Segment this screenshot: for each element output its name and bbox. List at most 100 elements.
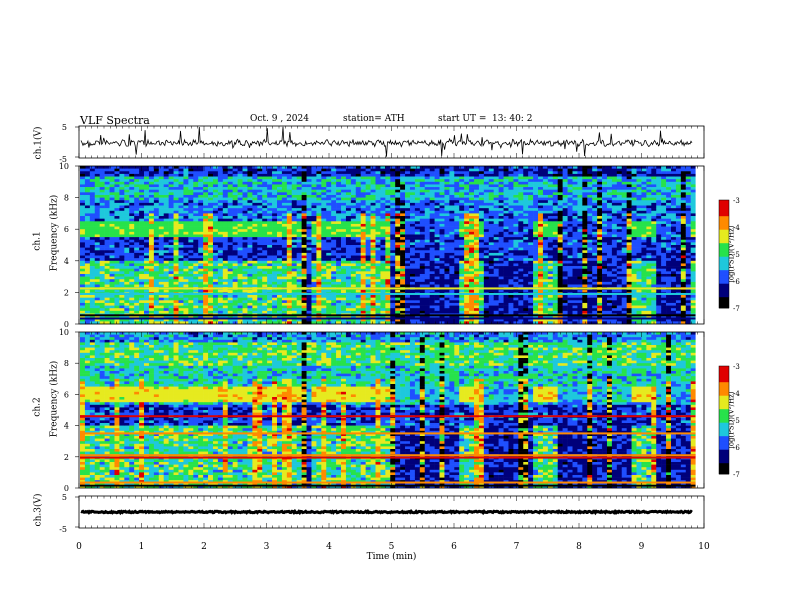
spectrogram-cell: [104, 181, 110, 185]
spectrogram-cell: [424, 276, 430, 280]
spectrogram-cell: [400, 166, 406, 169]
spectrogram-cell: [104, 216, 110, 219]
spectrogram-cell: [217, 205, 224, 209]
spectrogram-cell: [84, 300, 91, 304]
spectrogram-cell: [341, 260, 347, 264]
spectrogram-cell: [400, 205, 406, 209]
spectrogram-cell: [286, 297, 293, 301]
spectrogram-cell: [272, 197, 278, 201]
spectrogram-cell: [257, 297, 263, 301]
spectrogram-cell: [464, 279, 470, 283]
spectrogram-cell: [198, 281, 204, 285]
spectrogram-cell: [326, 284, 332, 288]
spectrogram-cell: [124, 226, 130, 230]
spectrogram-cell: [474, 218, 480, 222]
spectrogram-cell: [272, 318, 278, 322]
spectrogram-cell: [409, 208, 416, 212]
spectrogram-cell: [203, 271, 209, 275]
spectrogram-cell: [134, 297, 140, 301]
spectrogram-cell: [419, 226, 426, 230]
spectrogram-cell: [252, 297, 258, 301]
spectrogram-cell: [464, 192, 470, 196]
spectrogram-cell: [365, 271, 371, 275]
spectrogram-cell: [203, 279, 209, 283]
spectrogram-cell: [478, 200, 485, 204]
spectrogram-cell: [478, 192, 485, 196]
spectrogram-cell: [306, 208, 312, 212]
spectrogram-cell: [158, 281, 165, 285]
spectrogram-cell: [114, 260, 120, 264]
spectrogram-cell: [390, 216, 396, 219]
spectrogram-cell: [326, 310, 332, 314]
spectrogram-cell: [257, 179, 263, 183]
spectrogram-cell: [370, 189, 376, 193]
spectrogram-cell: [257, 247, 263, 251]
spectrogram-cell: [139, 281, 145, 285]
spectrogram-cell: [109, 279, 115, 283]
spectrogram-cell: [341, 295, 347, 298]
spectrogram-cell: [464, 305, 470, 309]
spectrogram-cell: [341, 218, 347, 222]
spectrogram-cell: [454, 194, 460, 198]
spectrogram-cell: [360, 166, 366, 169]
spectrogram-cell: [242, 310, 248, 314]
spectrogram-cell: [355, 273, 362, 277]
spectrogram-cell: [469, 216, 475, 219]
spectrogram-cell: [232, 189, 238, 193]
spectrogram-cell: [203, 166, 209, 169]
spectrogram-cell: [350, 247, 357, 251]
spectrogram-cell: [326, 221, 332, 225]
spectrogram-cell: [129, 258, 135, 262]
spectrogram-cell: [405, 260, 411, 264]
spectrogram-cell: [198, 318, 204, 322]
spectrogram-cell: [144, 239, 150, 243]
spectrogram-cell: [144, 308, 150, 312]
spectrogram-cell: [193, 245, 199, 248]
spectrogram-cell: [262, 258, 268, 262]
spectrogram-cell: [281, 255, 288, 259]
spectrogram-cell: [345, 173, 352, 177]
spectrogram-cell: [104, 271, 110, 275]
spectrogram-cell: [459, 218, 465, 222]
spectrogram-cell: [208, 189, 214, 193]
spectrogram-cell: [419, 192, 426, 196]
spectrogram-cell: [144, 237, 150, 241]
spectrogram-cell: [395, 242, 401, 246]
spectrogram-cell: [272, 216, 278, 219]
spectrogram-cell: [345, 176, 352, 180]
spectrogram-cell: [272, 266, 278, 269]
spectrogram-cell: [262, 176, 268, 180]
spectrogram-cell: [316, 223, 322, 227]
spectrogram-cell: [203, 308, 209, 312]
spectrogram-cell: [109, 181, 115, 185]
spectrogram-cell: [252, 173, 258, 177]
spectrogram-cell: [385, 226, 391, 230]
spectrogram-cell: [375, 218, 381, 222]
spectrogram-cell: [464, 218, 470, 222]
spectrogram-cell: [454, 263, 460, 267]
spectrogram-cell: [212, 216, 219, 219]
spectrogram-cell: [203, 179, 209, 183]
spectrogram-cell: [345, 247, 352, 251]
spectrogram-cell: [385, 268, 391, 272]
spectrogram-cell: [434, 226, 440, 230]
spectrogram-cell: [173, 221, 179, 225]
spectrogram-cell: [444, 279, 450, 283]
spectrogram-cell: [281, 297, 288, 301]
spectrogram-cell: [286, 234, 293, 238]
spectrogram-cell: [119, 226, 125, 230]
spectrogram-cell: [89, 271, 96, 275]
spectrogram-cell: [227, 281, 233, 285]
spectrogram-cell: [296, 223, 302, 227]
spectrogram-cell: [390, 202, 396, 206]
spectrogram-cell: [153, 305, 160, 309]
spectrogram-cell: [306, 202, 312, 206]
spectrogram-cell: [84, 268, 91, 272]
spectrogram-cell: [444, 189, 450, 193]
spectrogram-cell: [449, 166, 455, 169]
spectrogram-cell: [208, 273, 214, 277]
spectrogram-cell: [419, 302, 426, 306]
spectrogram-cell: [129, 208, 135, 212]
spectrogram-cell: [419, 171, 426, 175]
spectrogram-cell: [217, 208, 224, 212]
